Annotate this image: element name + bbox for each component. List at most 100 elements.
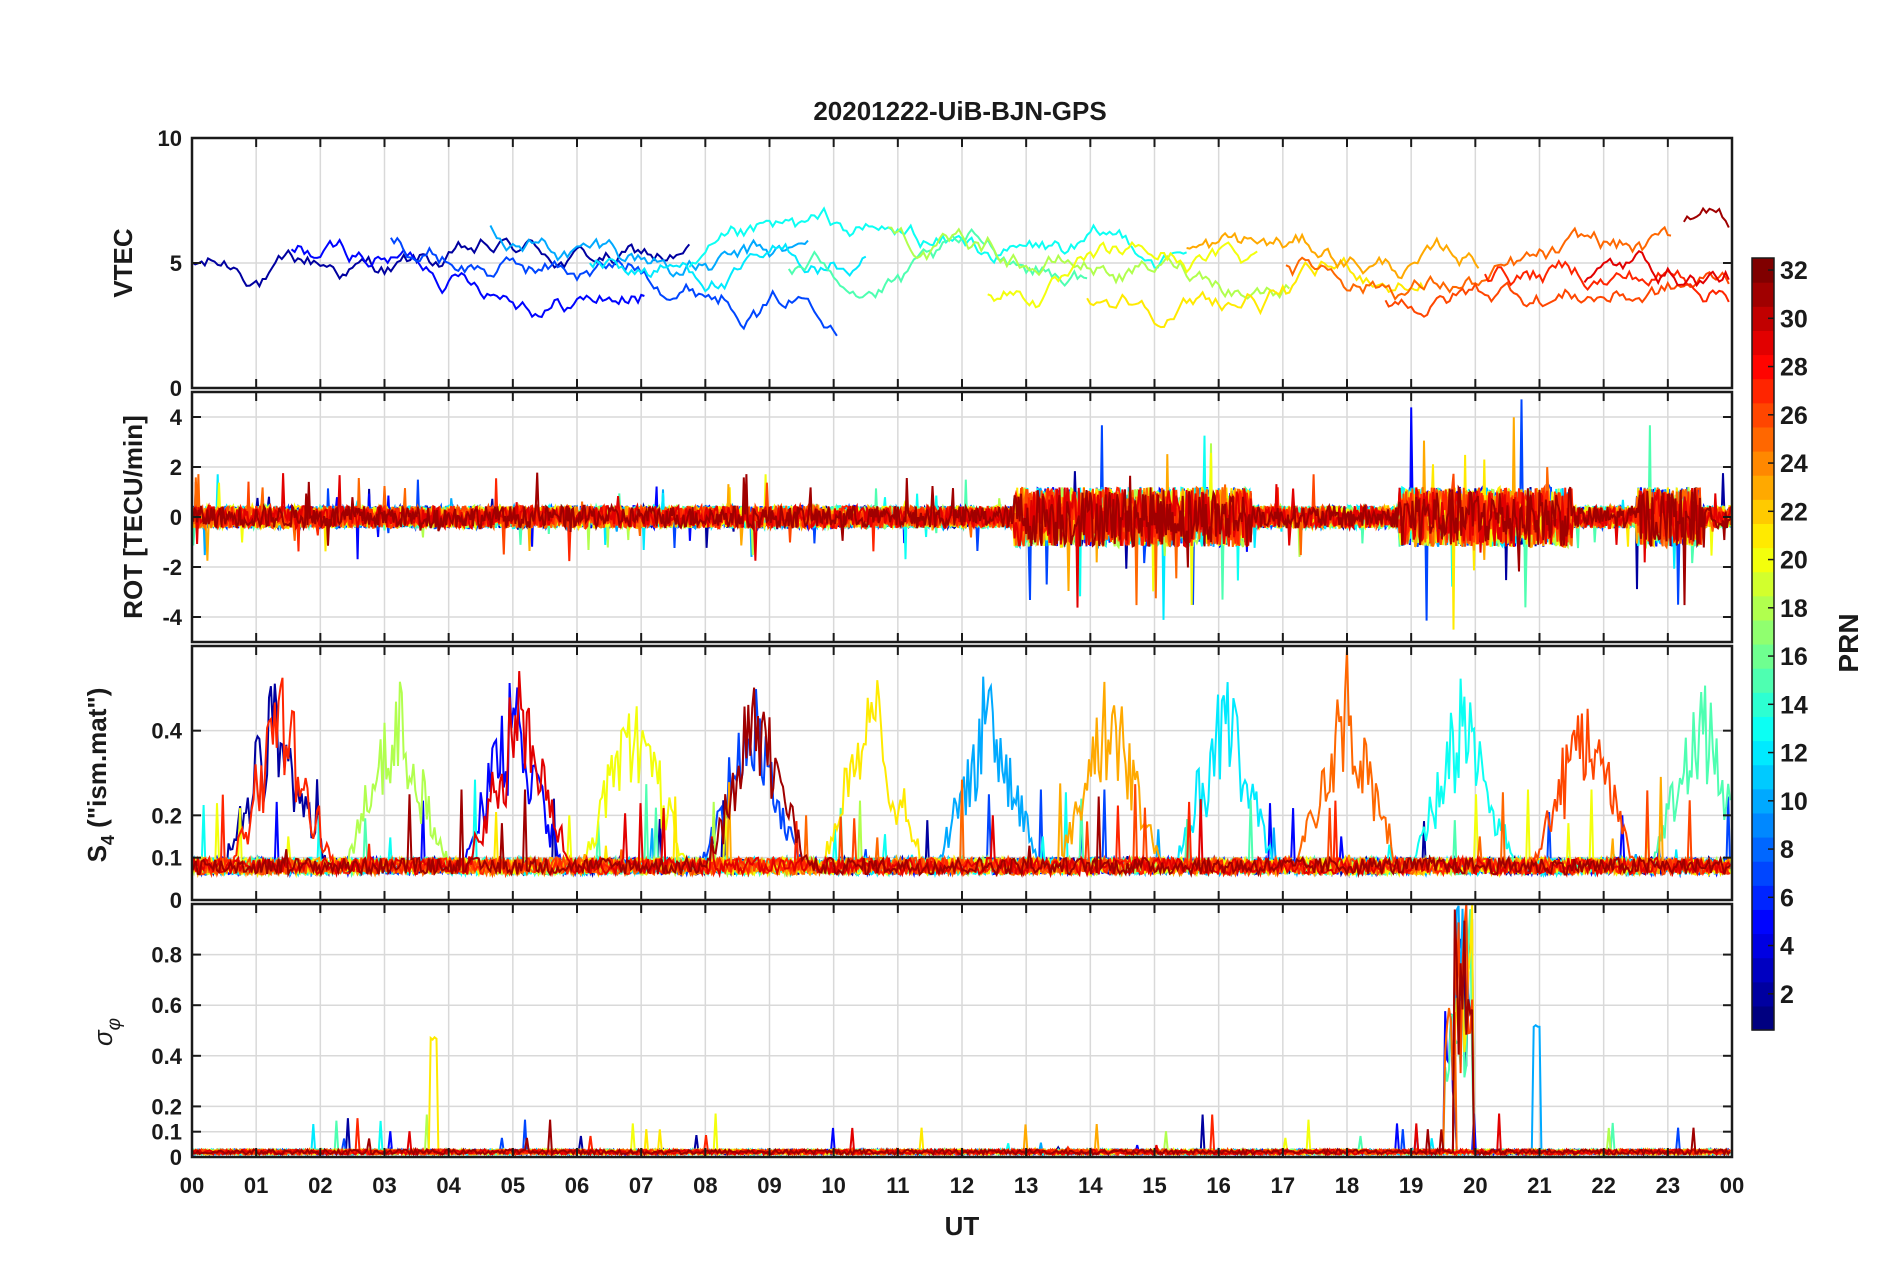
y-tick-label: 0.4 bbox=[151, 1044, 182, 1069]
colorbar-segment-17 bbox=[1752, 619, 1774, 645]
x-tick-label: 11 bbox=[886, 1173, 909, 1198]
colorbar-tick-label: 10 bbox=[1780, 788, 1808, 816]
colorbar-segment-15 bbox=[1752, 668, 1774, 693]
x-tick-label: 05 bbox=[501, 1173, 525, 1198]
ylabel-s4-rest: ("ism.mat") bbox=[82, 688, 112, 835]
colorbar-segment-7 bbox=[1752, 861, 1774, 886]
x-tick-label: 12 bbox=[950, 1173, 974, 1198]
ticks-sigma-phi: 00.10.2 0.4 0.6 0.8 bbox=[151, 902, 1734, 1170]
series-line-prn-21 bbox=[1086, 256, 1425, 329]
colorbar-segment-26 bbox=[1752, 402, 1774, 428]
y-tick-label: -4 bbox=[162, 605, 182, 630]
ylabel-s4-sub: 4 bbox=[98, 835, 118, 845]
x-tick-label: 13 bbox=[1014, 1173, 1038, 1198]
y-tick-label: 5 bbox=[170, 251, 182, 276]
x-axis-label: UT bbox=[945, 1211, 980, 1241]
x-tick-label: 01 bbox=[244, 1173, 268, 1198]
ylabel-rot: ROT [TECU/min] bbox=[118, 415, 148, 619]
grid-sigma-phi bbox=[192, 904, 1732, 1157]
series-line-prn-5 bbox=[290, 237, 645, 319]
series-line-prn-2 bbox=[191, 237, 691, 289]
colorbar-tick-label: 14 bbox=[1780, 691, 1808, 719]
colorbar-segment-1 bbox=[1752, 1005, 1774, 1031]
colorbar-tick-label: 6 bbox=[1780, 884, 1794, 912]
colorbar-segment-21 bbox=[1752, 523, 1774, 549]
colorbar-segment-13 bbox=[1752, 716, 1774, 742]
series-rot bbox=[191, 399, 1733, 630]
colorbar-tick-label: 18 bbox=[1780, 595, 1808, 623]
grid-vtec bbox=[192, 138, 1732, 388]
x-tick-label: 16 bbox=[1206, 1173, 1230, 1198]
colorbar-segment-22 bbox=[1752, 499, 1774, 524]
colorbar-segment-18 bbox=[1752, 595, 1774, 621]
series-line-prn-20 bbox=[987, 240, 1258, 309]
colorbar-label: PRN bbox=[1833, 613, 1864, 672]
x-tick-label: 21 bbox=[1527, 1173, 1551, 1198]
colorbar-segment-4 bbox=[1752, 933, 1774, 959]
colorbar-segment-2 bbox=[1752, 981, 1774, 1007]
y-tick-label: 0.4 bbox=[151, 719, 182, 744]
series-line-prn-31 bbox=[191, 687, 1731, 879]
y-tick-label: 2 bbox=[170, 455, 182, 480]
panel-rot: -4 -2 0 2 4 ROT [TECU/min] bbox=[118, 390, 1734, 644]
series-line-prn-31 bbox=[1683, 206, 1730, 228]
colorbar-tick-label: 22 bbox=[1780, 498, 1808, 526]
series-line-prn-15 bbox=[787, 227, 1088, 300]
grid-s4 bbox=[192, 646, 1732, 900]
colorbar-segment-28 bbox=[1752, 354, 1774, 380]
colorbar-segment-6 bbox=[1752, 885, 1774, 910]
y-tick-label: 0 bbox=[170, 376, 182, 401]
x-tick-label: 10 bbox=[821, 1173, 845, 1198]
x-tick-label: 08 bbox=[693, 1173, 717, 1198]
colorbar-tick-label: 4 bbox=[1780, 933, 1794, 961]
colorbar-segment-23 bbox=[1752, 475, 1774, 500]
colorbar-segment-11 bbox=[1752, 764, 1774, 790]
ylabel-vtec: VTEC bbox=[108, 228, 138, 298]
panel-sigma-phi: 00.10.2 0.4 0.6 0.8 σφ bbox=[88, 902, 1734, 1170]
x-tick-label: 00 bbox=[180, 1173, 204, 1198]
colorbar-segment-3 bbox=[1752, 957, 1774, 983]
y-tick-label: 0.6 bbox=[151, 993, 182, 1018]
x-tick-label: 19 bbox=[1399, 1173, 1423, 1198]
colorbar-tick-label: 2 bbox=[1780, 981, 1794, 1009]
colorbar-segment-31 bbox=[1752, 282, 1774, 307]
series-line-prn-26 bbox=[1384, 271, 1730, 318]
x-axis-ticks: 00 01 02 03 04 05 06 07 08 09 10 11 12 13 14 15 16 17 18 19… bbox=[180, 1173, 1744, 1198]
ylabel-s4-main: S bbox=[82, 845, 112, 862]
colorbar-tick-label: 24 bbox=[1780, 450, 1808, 478]
series-line-prn-10 bbox=[489, 225, 809, 278]
colorbar-segment-19 bbox=[1752, 571, 1774, 597]
x-tick-label: 00 bbox=[1720, 1173, 1744, 1198]
x-tick-label: 14 bbox=[1078, 1173, 1103, 1198]
colorbar-tick-label: 8 bbox=[1780, 836, 1794, 864]
colorbar-segment-14 bbox=[1752, 692, 1774, 717]
colorbar-segment-16 bbox=[1752, 644, 1774, 669]
colorbar-tick-label: 12 bbox=[1780, 740, 1808, 768]
y-tick-label: 0.1 bbox=[151, 1120, 182, 1145]
y-tick-label: 0 bbox=[170, 1145, 182, 1170]
series-line-prn-13 bbox=[688, 206, 1188, 269]
x-tick-label: 18 bbox=[1335, 1173, 1359, 1198]
series-s4 bbox=[191, 648, 1732, 879]
series-line-prn-29 bbox=[1583, 249, 1730, 288]
y-tick-label: 0.2 bbox=[151, 1094, 182, 1119]
x-tick-label: 17 bbox=[1271, 1173, 1295, 1198]
series-line-prn-12 bbox=[589, 242, 867, 293]
y-tick-label: 0 bbox=[170, 505, 182, 530]
colorbar-segment-10 bbox=[1752, 788, 1774, 814]
x-tick-label: 04 bbox=[436, 1173, 461, 1198]
x-tick-label: 20 bbox=[1463, 1173, 1487, 1198]
colorbar-segment-27 bbox=[1752, 378, 1774, 404]
panel-s4: 0 0.1 0.2 0.4 S4 ("ism.mat") bbox=[82, 644, 1734, 913]
colorbar-tick-label: 32 bbox=[1780, 257, 1808, 285]
colorbar-segment-5 bbox=[1752, 909, 1774, 935]
colorbar-tick-label: 20 bbox=[1780, 547, 1808, 575]
colorbar-segment-25 bbox=[1752, 426, 1774, 452]
series-sigma-phi bbox=[191, 903, 1732, 1159]
colorbar-tick-label: 26 bbox=[1780, 402, 1808, 430]
y-tick-label: 10 bbox=[158, 126, 182, 151]
ticks-s4: 0 0.1 0.2 0.4 bbox=[151, 644, 1734, 913]
colorbar-segment-29 bbox=[1752, 330, 1774, 356]
ticks-rot: -4 -2 0 2 4 bbox=[162, 390, 1734, 644]
